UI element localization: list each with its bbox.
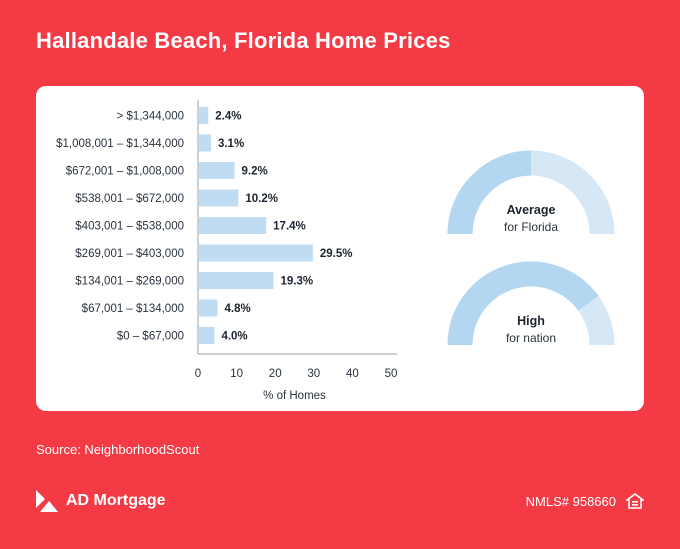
chart-card: > $1,344,000 2.4% $1,008,001 – $1,344,000 3…	[36, 86, 644, 411]
bar-value-label: 3.1%	[218, 138, 244, 150]
x-tick-label: 0	[195, 368, 201, 380]
nmls-number: NMLS# 958660	[525, 493, 616, 509]
bar-value-label: 17.4%	[273, 221, 306, 233]
bar-value-label: 4.0%	[221, 331, 247, 343]
x-tick-label: 30	[307, 368, 320, 380]
bar	[199, 107, 209, 124]
gauge-subtitle: for nation	[505, 331, 557, 345]
gauge-subtitle: for Florida	[503, 220, 559, 234]
brand: AD Mortgage	[36, 489, 166, 513]
gauge-arc	[447, 150, 615, 235]
brand-name: AD Mortgage	[66, 492, 166, 509]
bar-value-label: 2.4%	[215, 111, 241, 123]
category-label: $538,001 – $672,000	[75, 193, 184, 205]
gauge-title: High	[517, 314, 545, 328]
nmls-block: NMLS# 958660	[526, 493, 644, 509]
bar-value-label: 29.5%	[320, 248, 353, 260]
bar	[199, 162, 235, 179]
bar	[199, 217, 267, 234]
gauge-high-nation: High for nation	[446, 257, 616, 347]
bar	[199, 134, 211, 152]
category-label: $0 – $67,000	[117, 331, 184, 343]
x-tick-label: 50	[385, 368, 398, 380]
bar-value-label: 10.2%	[245, 193, 278, 205]
gauge-average-florida: Average for Florida	[446, 146, 616, 236]
bar-value-label: 4.8%	[225, 303, 251, 315]
gauge-fill	[447, 261, 599, 346]
bar	[199, 244, 313, 262]
bar	[199, 327, 215, 344]
bar	[199, 189, 239, 207]
bar-chart: > $1,344,000 2.4% $1,008,001 – $1,344,000 3…	[56, 100, 398, 402]
category-label: > $1,344,000	[117, 111, 184, 123]
gauge-fill	[447, 150, 532, 235]
page-title: Hallandale Beach, Florida Home Prices	[36, 28, 451, 53]
bar-value-label: 9.2%	[242, 166, 268, 178]
category-label: $672,001 – $1,008,000	[66, 166, 184, 178]
category-label: $67,001 – $134,000	[82, 303, 184, 315]
x-tick-label: 10	[230, 368, 243, 380]
bar	[199, 299, 218, 317]
source-note: Source: NeighborhoodScout	[36, 442, 200, 457]
bar-value-label: 19.3%	[280, 276, 313, 288]
category-label: $403,001 – $538,000	[75, 221, 184, 233]
equal-housing-icon	[626, 493, 644, 509]
x-axis-label: % of Homes	[263, 390, 326, 402]
gauge-arc	[447, 261, 615, 346]
gauge-title: Average	[506, 203, 556, 217]
ad-mortgage-logo-icon	[36, 490, 58, 512]
category-label: $134,001 – $269,000	[75, 276, 184, 288]
x-tick-label: 40	[346, 368, 359, 380]
bar	[199, 272, 274, 289]
category-label: $269,001 – $403,000	[75, 248, 184, 260]
category-label: $1,008,001 – $1,344,000	[56, 138, 184, 150]
x-tick-label: 20	[269, 368, 282, 380]
